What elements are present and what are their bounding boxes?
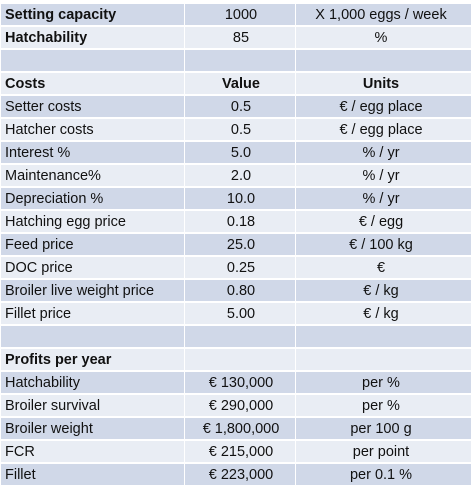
profit-unit: per % — [362, 397, 400, 414]
table-row-profits-header: Profits per year — [1, 349, 471, 371]
table-row: Feed price 25.0 € / 100 kg — [1, 234, 471, 256]
cost-label: Feed price — [5, 236, 74, 253]
table-row: Broiler weight € 1,800,000 per 100 g — [1, 418, 471, 440]
cost-unit: € / 100 kg — [349, 236, 413, 253]
table-row: FCR € 215,000 per point — [1, 441, 471, 463]
profits-title: Profits per year — [5, 351, 112, 368]
table-row: Depreciation % 10.0 % / yr — [1, 188, 471, 210]
profit-value: € 215,000 — [208, 443, 274, 460]
units-column-header: Units — [362, 75, 400, 92]
cost-label: Interest % — [5, 144, 71, 161]
cost-label: Fillet price — [5, 305, 72, 322]
value-column-header: Value — [222, 75, 260, 92]
table-row: DOC price 0.25 € — [1, 257, 471, 279]
setting-capacity-label: Setting capacity — [5, 6, 117, 23]
column-divider — [184, 0, 185, 500]
profit-unit: per 0.1 % — [349, 466, 413, 483]
profit-label: Hatchability — [5, 374, 80, 391]
table-row: Setter costs 0.5 € / egg place — [1, 96, 471, 118]
table-row: Maintenance% 2.0 % / yr — [1, 165, 471, 187]
table-row-blank — [1, 326, 471, 348]
hatchability-unit: % — [374, 29, 388, 46]
cost-value: 10.0 — [226, 190, 256, 207]
cost-unit: € / egg — [358, 213, 404, 230]
cost-unit: € / kg — [363, 282, 399, 299]
profit-value: € 1,800,000 — [202, 420, 280, 437]
cost-value: 0.80 — [226, 282, 256, 299]
hatchability-label: Hatchability — [5, 29, 88, 46]
cost-unit: % / yr — [362, 144, 400, 161]
table-row-hatchability: Hatchability 85 % — [1, 27, 471, 49]
cost-unit: € / egg place — [339, 121, 423, 138]
table-row: Fillet price 5.00 € / kg — [1, 303, 471, 325]
cost-label: Depreciation % — [5, 190, 104, 207]
cost-unit: % / yr — [362, 167, 400, 184]
table-row: Hatchability € 130,000 per % — [1, 372, 471, 394]
profit-label: Broiler weight — [5, 420, 93, 437]
profit-value: € 290,000 — [208, 397, 274, 414]
cost-unit: € — [376, 259, 386, 276]
profit-unit: per 100 g — [350, 420, 412, 437]
setting-capacity-unit: X 1,000 eggs / week — [315, 6, 447, 23]
setting-capacity-value: 1000 — [224, 6, 258, 23]
profit-label: Fillet — [5, 466, 36, 483]
cost-label: Maintenance% — [5, 167, 101, 184]
profit-value: € 130,000 — [208, 374, 274, 391]
table-row: Fillet € 223,000 per 0.1 % — [1, 464, 471, 486]
profit-value: € 223,000 — [208, 466, 274, 483]
cost-value: 2.0 — [230, 167, 252, 184]
cost-value: 0.18 — [226, 213, 256, 230]
column-divider — [295, 0, 296, 500]
cost-value: 0.5 — [230, 98, 252, 115]
table-row: Interest % 5.0 % / yr — [1, 142, 471, 164]
table-row-setting-capacity: Setting capacity 1000 X 1,000 eggs / wee… — [1, 4, 471, 26]
cost-label: DOC price — [5, 259, 73, 276]
hatchability-value: 85 — [232, 29, 250, 46]
cost-label: Hatching egg price — [5, 213, 126, 230]
costs-title: Costs — [5, 75, 46, 92]
cost-value: 0.5 — [230, 121, 252, 138]
table-row-costs-header: Costs Value Units — [1, 73, 471, 95]
cost-unit: € / kg — [363, 305, 399, 322]
profit-unit: per % — [362, 374, 400, 391]
profit-label: Broiler survival — [5, 397, 101, 414]
table-row: Hatcher costs 0.5 € / egg place — [1, 119, 471, 141]
cost-value: 25.0 — [226, 236, 256, 253]
cost-unit: % / yr — [362, 190, 400, 207]
cost-value: 5.00 — [226, 305, 256, 322]
table-row: Broiler live weight price 0.80 € / kg — [1, 280, 471, 302]
cost-value: 5.0 — [230, 144, 252, 161]
cost-label: Hatcher costs — [5, 121, 94, 138]
profit-label: FCR — [5, 443, 35, 460]
table-row-blank — [1, 50, 471, 72]
table-row: Broiler survival € 290,000 per % — [1, 395, 471, 417]
profit-unit: per point — [352, 443, 410, 460]
table-row: Hatching egg price 0.18 € / egg — [1, 211, 471, 233]
cost-label: Setter costs — [5, 98, 82, 115]
cost-label: Broiler live weight price — [5, 282, 155, 299]
cost-value: 0.25 — [226, 259, 256, 276]
cost-unit: € / egg place — [339, 98, 423, 115]
